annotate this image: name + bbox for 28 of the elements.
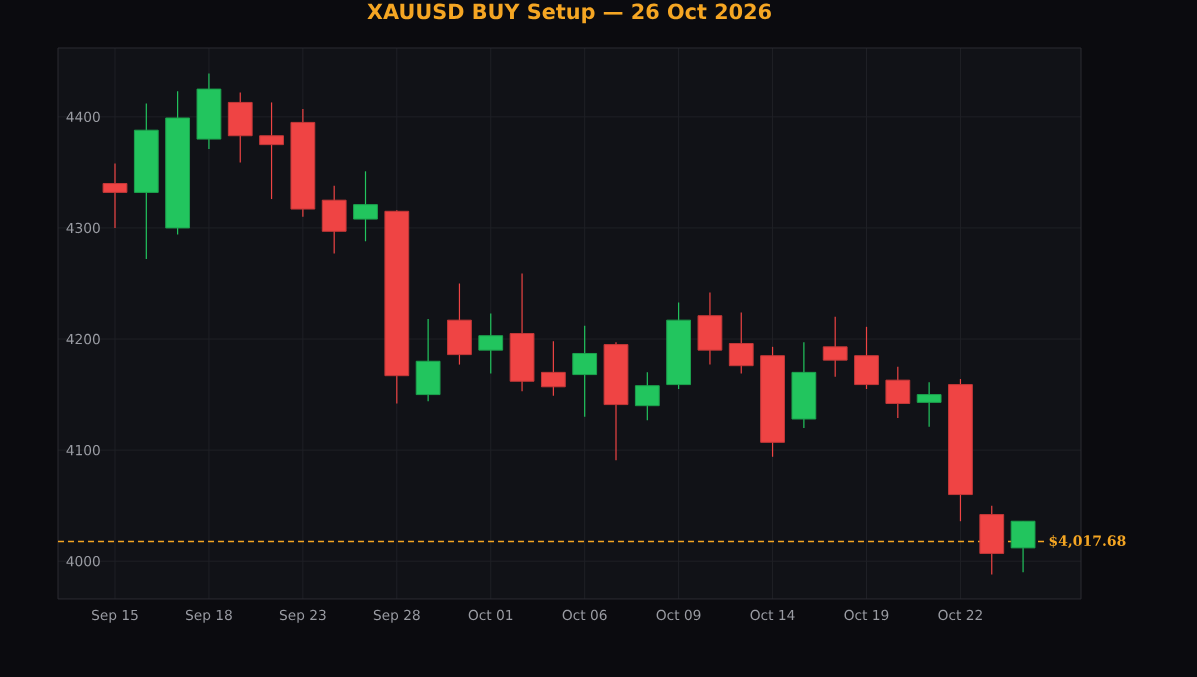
candlestick (572, 325, 598, 418)
x-tick-label: Sep 28 (373, 609, 420, 623)
ref-line-label: $4,017.68 (1049, 535, 1126, 549)
y-tick-label: 4200 (66, 333, 100, 345)
chart-title: XAUUSD BUY Setup — 26 Oct 2026 (367, 3, 771, 24)
candlestick (102, 162, 128, 229)
x-tick-label: Oct 06 (562, 609, 607, 621)
x-tick-label: Sep 15 (92, 609, 138, 623)
candlestick (822, 316, 848, 378)
x-tick-label: Sep 18 (185, 609, 232, 623)
candlestick (885, 366, 911, 419)
x-tick-label: Sep 23 (279, 609, 326, 623)
y-tick-label: 4000 (66, 556, 100, 567)
x-tick-label: Oct 14 (750, 609, 795, 621)
candlestick (353, 170, 378, 242)
x-tick-label: Oct 09 (656, 609, 701, 621)
y-tick-label: 4300 (66, 222, 100, 234)
y-tick-label: 4400 (66, 111, 100, 123)
x-tick-label: Oct 19 (844, 609, 889, 621)
x-tick-label: Oct 22 (938, 609, 982, 621)
candlestick (259, 101, 284, 200)
candlestick (916, 381, 942, 428)
y-tick-label: 4100 (66, 444, 100, 456)
candlestick (478, 312, 504, 375)
candlestick (634, 371, 660, 421)
x-tick-label: Oct 01 (468, 609, 513, 621)
candlestick (728, 311, 754, 375)
candlestick (540, 340, 566, 397)
